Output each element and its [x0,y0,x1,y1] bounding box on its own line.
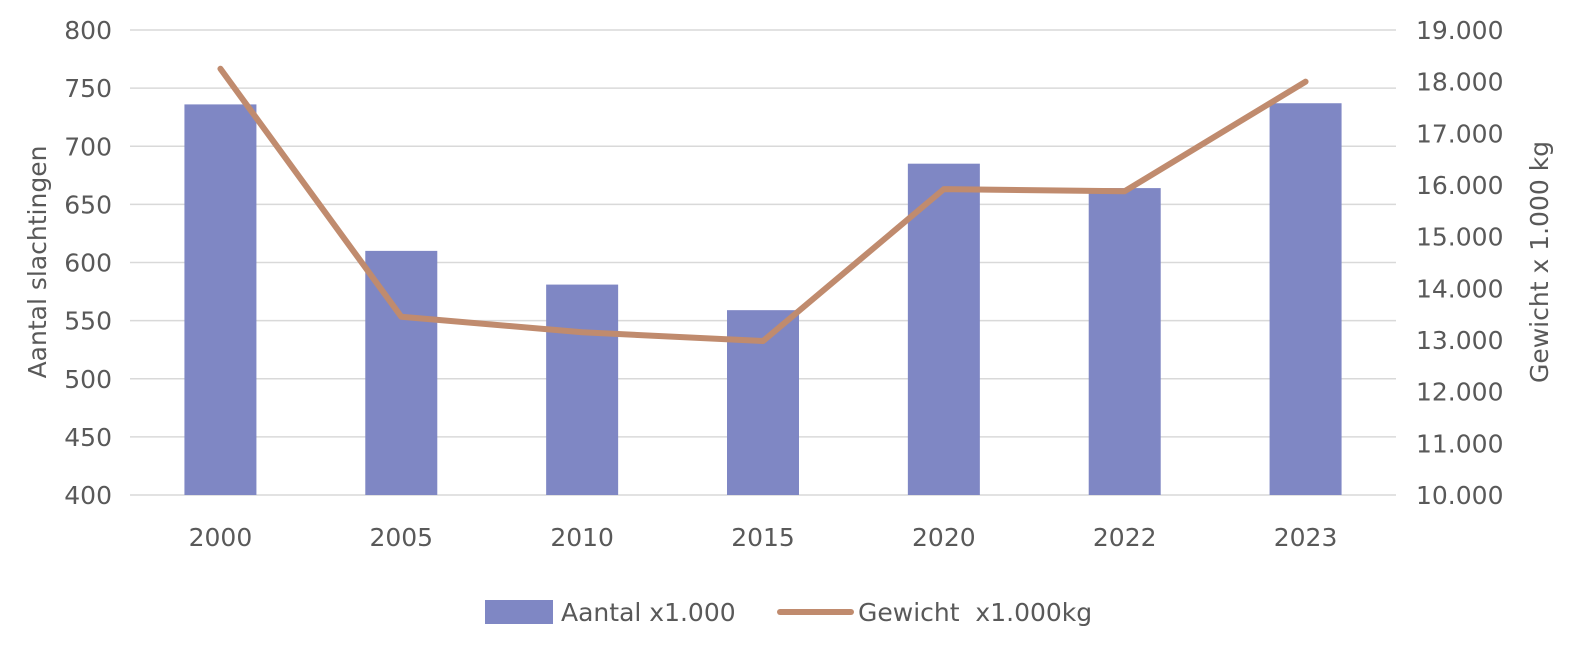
y-tick-label: 700 [64,132,112,161]
legend-label-bars: Aantal x1.000 [561,598,736,627]
y2-tick-label: 13.000 [1416,326,1503,355]
bar [907,163,980,495]
x-tick-label: 2005 [369,523,433,552]
y2-tick-label: 11.000 [1416,429,1503,458]
legend: Aantal x1.000 Gewicht x1.000kg [485,598,1092,627]
legend-swatch-bars [485,600,553,624]
y2-tick-label: 14.000 [1416,274,1503,303]
y-tick-label: 550 [64,307,112,336]
y-tick-label: 500 [64,365,112,394]
y-axis-title: Aantal slachtingen [23,146,52,379]
x-tick-label: 2000 [189,523,253,552]
y-tick-label: 750 [64,74,112,103]
x-tick-label: 2020 [912,523,976,552]
x-tick-label: 2015 [731,523,795,552]
y2-tick-label: 19.000 [1416,16,1503,45]
y2-tick-label: 17.000 [1416,119,1503,148]
gridlines [130,29,1396,496]
y-tick-label: 400 [64,481,112,510]
y2-tick-label: 12.000 [1416,378,1503,407]
x-tick-label: 2010 [550,523,614,552]
bar [1088,188,1161,495]
bar [546,284,619,495]
y2-tick-label: 18.000 [1416,68,1503,97]
bar [1269,103,1342,496]
bar [365,250,438,495]
bar [184,104,257,496]
x-tick-label: 2023 [1274,523,1338,552]
y2-tick-label: 16.000 [1416,171,1503,200]
left-axis-ticks: 400 450 500 550 600 650 700 750 800 [64,16,112,510]
x-tick-label: 2022 [1093,523,1157,552]
x-axis-ticks: 2000 2005 2010 2015 2020 2022 2023 [189,523,1338,552]
y-tick-label: 800 [64,16,112,45]
y2-tick-label: 15.000 [1416,223,1503,252]
y2-tick-label: 10.000 [1416,481,1503,510]
right-axis-ticks: 10.000 11.000 12.000 13.000 14.000 15.000 16.0… [1416,16,1503,510]
y-tick-label: 650 [64,190,112,219]
bar-series [184,103,1342,496]
legend-label-line: Gewicht x1.000kg [858,598,1092,627]
y2-axis-title: Gewicht x 1.000 kg [1525,141,1554,383]
y-tick-label: 450 [64,423,112,452]
line-series [217,65,1309,345]
y-tick-label: 600 [64,249,112,278]
